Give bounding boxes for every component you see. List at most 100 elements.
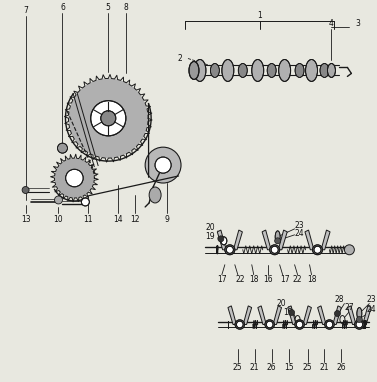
Circle shape [218,236,224,242]
Ellipse shape [345,245,354,255]
Text: 22: 22 [235,275,245,284]
Circle shape [101,111,116,126]
Polygon shape [348,306,356,324]
Ellipse shape [149,187,161,203]
Circle shape [55,196,63,204]
Ellipse shape [238,63,247,78]
Circle shape [236,321,243,328]
Text: 1: 1 [257,11,262,20]
Text: 7: 7 [23,6,28,15]
Ellipse shape [267,63,276,78]
Text: 2: 2 [178,54,182,63]
Circle shape [271,246,278,253]
Polygon shape [278,230,287,250]
Text: 25: 25 [303,363,313,372]
Polygon shape [233,230,242,250]
Text: 26: 26 [267,363,276,372]
Circle shape [356,317,362,322]
Text: 15: 15 [284,363,293,372]
Polygon shape [363,306,371,324]
Polygon shape [228,306,236,324]
Circle shape [81,198,89,206]
Text: 19: 19 [205,232,215,241]
Polygon shape [317,306,326,324]
Ellipse shape [221,237,227,245]
Text: 10: 10 [54,215,63,224]
Ellipse shape [328,63,336,78]
Text: 16: 16 [263,275,273,284]
Text: 21: 21 [320,363,329,372]
Circle shape [275,238,280,244]
Polygon shape [217,230,226,250]
Text: 24: 24 [295,229,304,238]
Ellipse shape [320,63,329,78]
Ellipse shape [313,245,323,255]
Circle shape [69,78,148,158]
Text: 17: 17 [280,275,290,284]
Ellipse shape [355,320,364,329]
Ellipse shape [295,63,304,78]
Text: 13: 13 [21,215,31,224]
Polygon shape [258,306,266,324]
Ellipse shape [295,320,304,329]
Text: 3: 3 [355,19,360,28]
Text: 27: 27 [345,303,354,312]
Circle shape [57,143,67,153]
Text: 23: 23 [295,222,304,230]
Circle shape [356,321,363,328]
Text: 12: 12 [130,215,140,224]
Circle shape [266,321,273,328]
Text: 23: 23 [366,295,376,304]
Polygon shape [288,306,296,324]
Text: 4: 4 [329,19,334,28]
Ellipse shape [357,308,362,319]
Circle shape [314,246,321,253]
Text: 8: 8 [124,3,129,12]
Text: 20: 20 [277,299,287,308]
Polygon shape [262,230,271,250]
Ellipse shape [279,60,291,81]
Ellipse shape [225,245,235,255]
Circle shape [155,157,171,173]
Ellipse shape [265,320,274,329]
Ellipse shape [194,60,206,81]
Text: 5: 5 [106,3,111,12]
Text: 14: 14 [113,215,123,224]
Text: 24: 24 [366,305,376,314]
Polygon shape [303,306,311,324]
Text: 18: 18 [307,275,316,284]
Ellipse shape [252,60,264,81]
Polygon shape [273,306,282,324]
Ellipse shape [325,320,334,329]
Text: 6: 6 [60,3,65,12]
Circle shape [326,321,333,328]
Circle shape [55,158,94,198]
Text: 11: 11 [84,215,93,224]
Text: 25: 25 [233,363,243,372]
Ellipse shape [270,245,280,255]
Ellipse shape [305,60,317,81]
Text: 22: 22 [293,275,302,284]
Text: 17: 17 [217,275,227,284]
Text: 18: 18 [249,275,259,284]
Text: 28: 28 [335,295,344,304]
Circle shape [296,321,303,328]
Ellipse shape [275,231,280,243]
Circle shape [91,101,126,136]
Polygon shape [305,230,314,250]
Ellipse shape [189,62,199,79]
Text: 20: 20 [205,223,215,232]
Circle shape [334,311,340,317]
Circle shape [66,169,83,187]
Ellipse shape [210,63,219,78]
Circle shape [22,186,29,194]
Text: 9: 9 [165,215,170,224]
Polygon shape [333,306,341,324]
Circle shape [289,309,294,316]
Text: 26: 26 [337,363,346,372]
Text: 21: 21 [250,363,259,372]
Polygon shape [243,306,252,324]
Text: 19: 19 [283,308,293,317]
Circle shape [145,147,181,183]
Circle shape [226,246,233,253]
